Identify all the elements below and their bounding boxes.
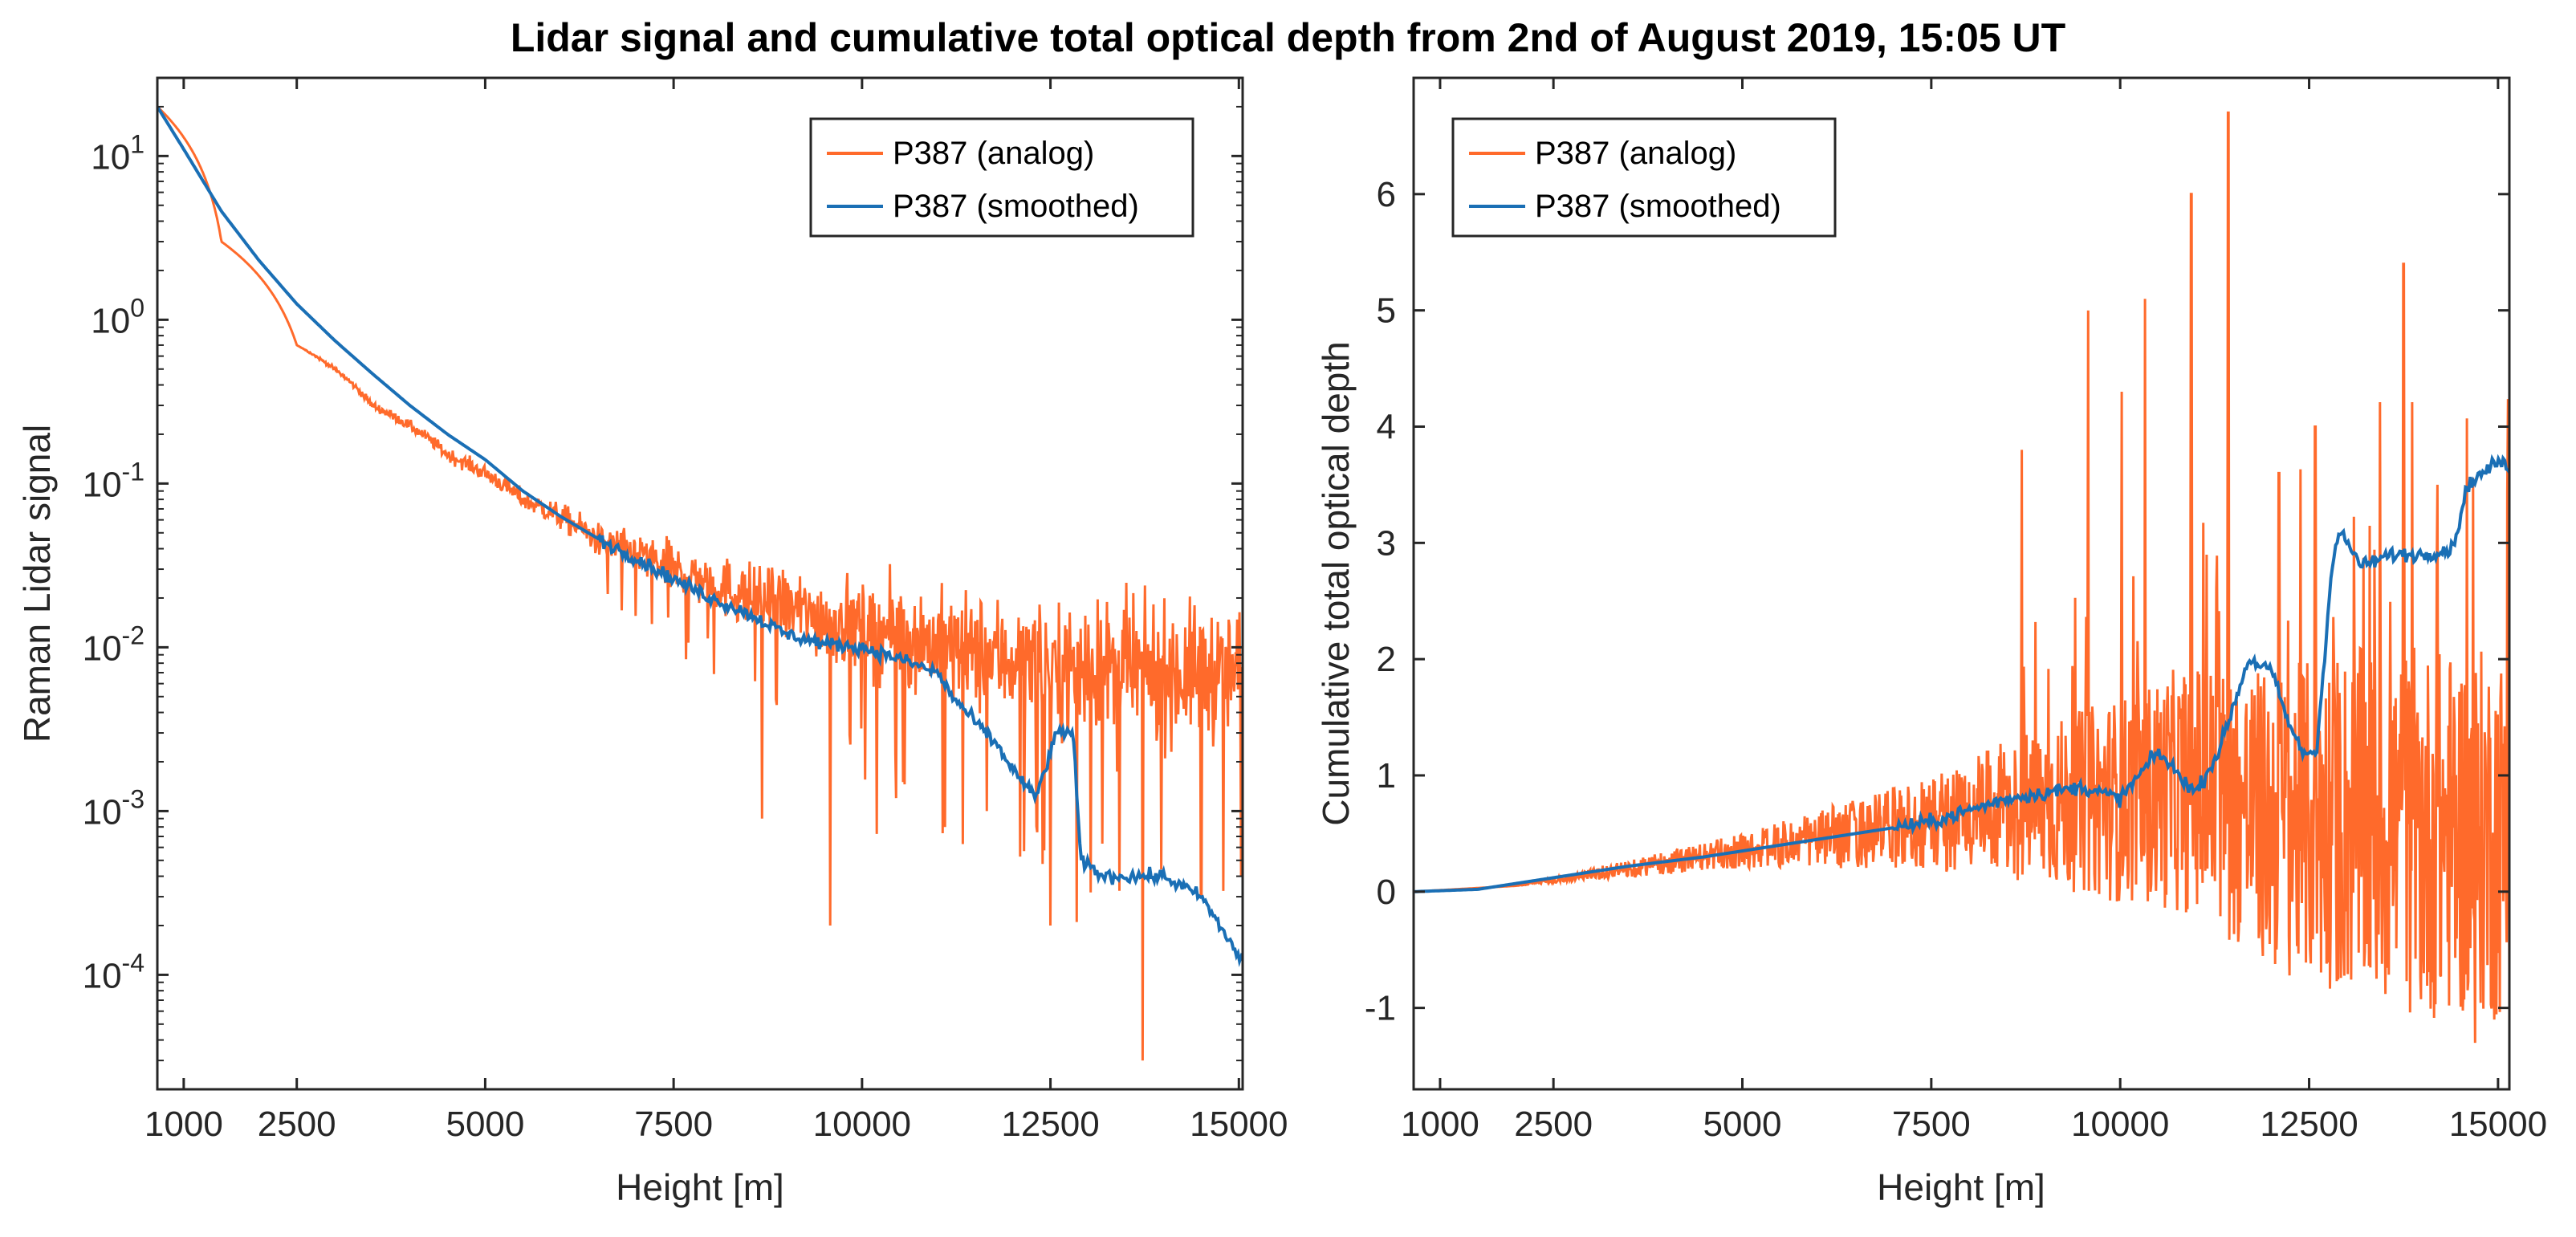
left-y-axis-label: Raman Lidar signal: [16, 425, 58, 743]
right-smoothed-series-line: [1414, 454, 2509, 893]
right-legend-analog-label: P387 (analog): [1535, 136, 1736, 171]
left-legend-analog-label: P387 (analog): [893, 136, 1094, 171]
y-tick-label: 10-3: [83, 784, 144, 832]
left-smoothed-series-line: [157, 105, 1243, 967]
y-tick-label: 3: [1377, 523, 1396, 563]
right-analog-series-line: [1414, 111, 2509, 1044]
right-x-axis: 1000 2500 5000 7500 10000 12500 15000: [1401, 78, 2547, 1144]
y-tick-label: 4: [1377, 407, 1396, 446]
y-tick-label: 2: [1377, 640, 1396, 679]
left-chart-legend: P387 (analog) P387 (smoothed): [809, 117, 1194, 238]
left-chart-axes-box: [156, 76, 1244, 1091]
left-legend-smoothed-label: P387 (smoothed): [893, 189, 1139, 224]
x-tick-label: 2500: [258, 1105, 336, 1144]
left-y-axis: 101 100 10-1 10-2 10-3 10-4: [83, 77, 1243, 1090]
right-x-axis-label: Height [m]: [1877, 1166, 2045, 1208]
x-tick-label: 10000: [813, 1105, 911, 1144]
left-x-axis-label: Height [m]: [616, 1166, 784, 1208]
x-tick-label: 12500: [2260, 1105, 2358, 1144]
x-tick-label: 12500: [1001, 1105, 1099, 1144]
right-y-axis-label: Cumulative total optical depth: [1315, 341, 1357, 825]
y-tick-label: 10-4: [83, 948, 144, 995]
right-legend-box: [1451, 117, 1837, 238]
x-tick-label: 1000: [1401, 1105, 1479, 1144]
y-tick-label: 0: [1377, 873, 1396, 912]
left-legend-box: [809, 117, 1194, 238]
x-tick-label: 1000: [144, 1105, 223, 1144]
right-chart-panel: 1000 2500 5000 7500 10000 12500 15000 -1 0 1 2 3 4 5…: [1315, 76, 2547, 1208]
y-tick-label: 1: [1377, 756, 1396, 796]
y-tick-label: -1: [1365, 989, 1396, 1028]
left-analog-series-line: [157, 105, 1243, 1061]
x-tick-label: 15000: [1190, 1105, 1288, 1144]
figure-title: Lidar signal and cumulative total optica…: [510, 15, 2066, 60]
y-tick-label: 5: [1377, 291, 1396, 331]
right-y-axis: -1 0 1 2 3 4 5 6: [1365, 175, 2509, 1028]
right-legend-smoothed-label: P387 (smoothed): [1535, 189, 1781, 224]
y-tick-label: 6: [1377, 175, 1396, 214]
right-chart-axes-box: [1412, 76, 2511, 1091]
x-tick-label: 7500: [634, 1105, 713, 1144]
left-x-axis: 1000 2500 5000 7500 10000 12500 15000: [144, 78, 1288, 1144]
x-tick-label: 10000: [2071, 1105, 2169, 1144]
y-tick-label: 100: [91, 293, 144, 340]
y-tick-label: 10-2: [83, 621, 144, 668]
x-tick-label: 7500: [1892, 1105, 1971, 1144]
y-tick-label: 101: [91, 129, 144, 177]
left-chart-panel: 1000 2500 5000 7500 10000 12500 15000 10110010…: [16, 76, 1288, 1208]
x-tick-label: 2500: [1514, 1105, 1593, 1144]
x-tick-label: 5000: [1703, 1105, 1782, 1144]
x-tick-label: 15000: [2449, 1105, 2547, 1144]
y-tick-label: 10-1: [83, 457, 144, 504]
x-tick-label: 5000: [446, 1105, 524, 1144]
right-chart-legend: P387 (analog) P387 (smoothed): [1451, 117, 1837, 238]
